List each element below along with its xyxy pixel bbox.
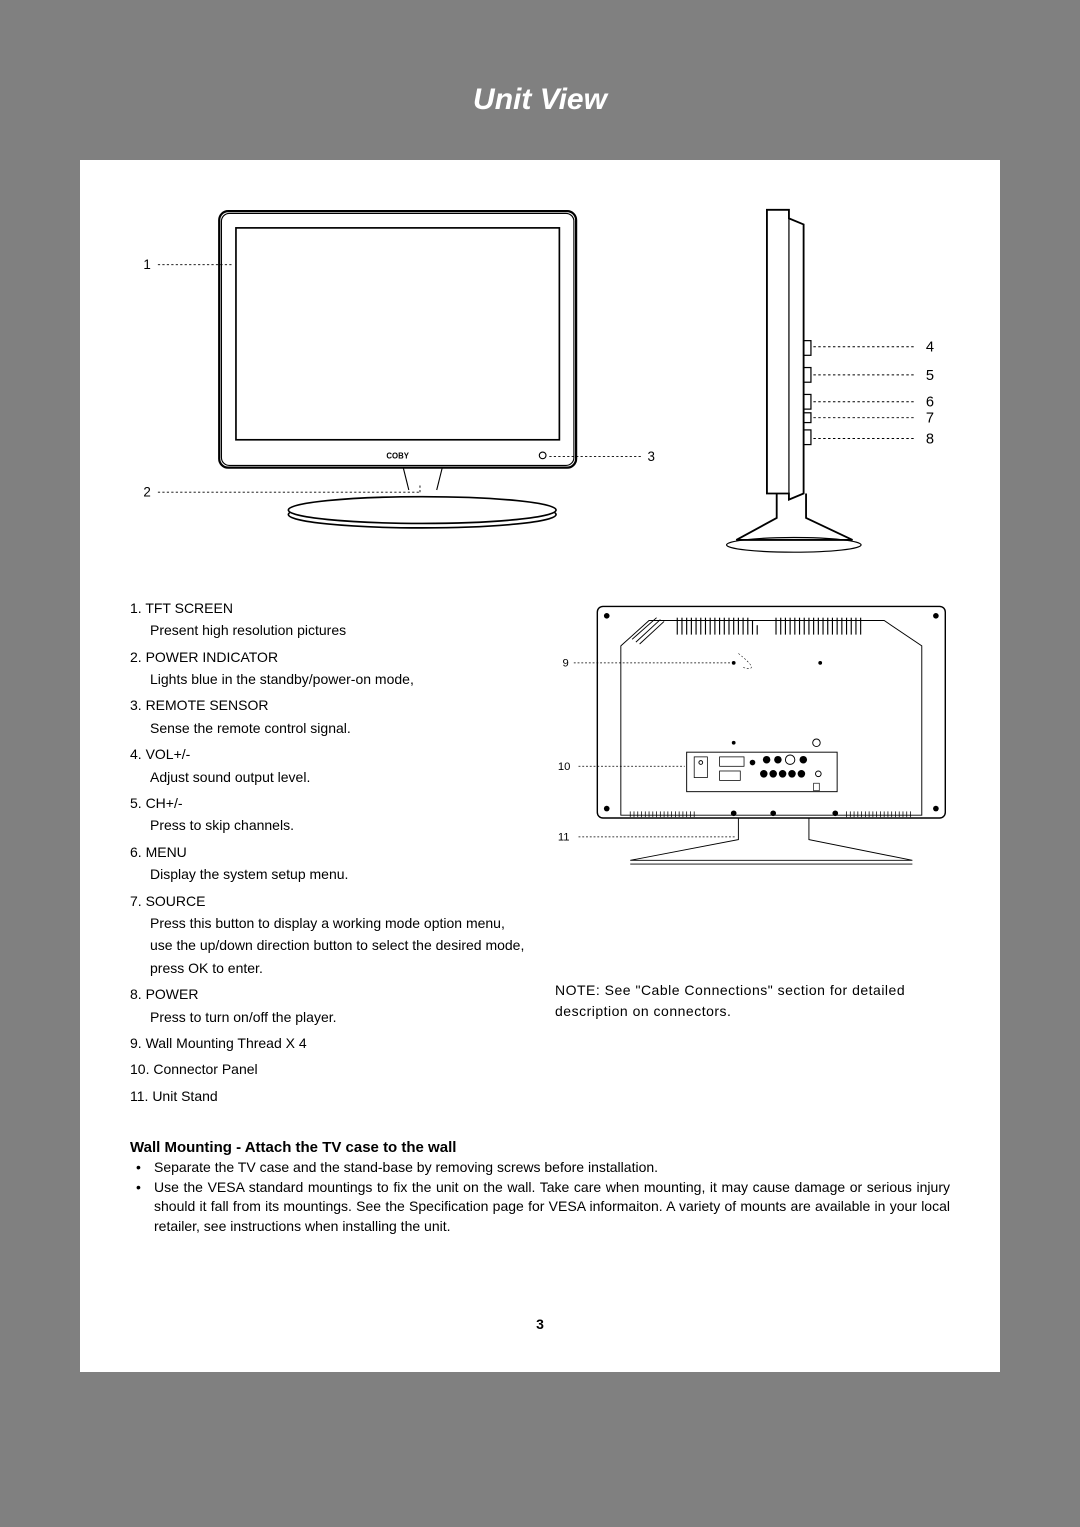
header-band: Unit View xyxy=(80,40,1000,160)
feature-item: 6. MENUDisplay the system setup menu. xyxy=(130,841,525,886)
wall-mounting-list: Separate the TV case and the stand-base … xyxy=(130,1158,950,1236)
feature-desc: Adjust sound output level. xyxy=(130,766,525,788)
callout-2: 2 xyxy=(143,485,150,500)
callout-6: 6 xyxy=(926,395,934,411)
feature-desc: Press this button to display a working m… xyxy=(130,912,525,979)
feature-item: 11. Unit Stand xyxy=(130,1085,525,1107)
feature-item: 3. REMOTE SENSORSense the remote control… xyxy=(130,694,525,739)
feature-title: 1. TFT SCREEN xyxy=(130,597,525,619)
feature-item: 7. SOURCEPress this button to display a … xyxy=(130,890,525,980)
wall-mounting-heading: Wall Mounting - Attach the TV case to th… xyxy=(130,1139,950,1156)
feature-item: 9. Wall Mounting Thread X 4 xyxy=(130,1032,525,1054)
callout-11: 11 xyxy=(558,831,570,843)
feature-item: 1. TFT SCREENPresent high resolution pic… xyxy=(130,597,525,642)
feature-desc: Lights blue in the standby/power-on mode… xyxy=(130,668,525,690)
tv-back-svg: 9 10 11 xyxy=(555,597,950,870)
top-diagrams: COBY 1 2 3 xyxy=(130,200,950,567)
front-view-diagram: COBY 1 2 3 xyxy=(130,200,688,567)
content-area: COBY 1 2 3 xyxy=(80,160,1000,1111)
feature-item: 5. CH+/-Press to skip channels. xyxy=(130,792,525,837)
callout-9: 9 xyxy=(563,657,569,669)
feature-title: 7. SOURCE xyxy=(130,890,525,912)
page-number: 3 xyxy=(80,1316,1000,1332)
feature-item: 2. POWER INDICATORLights blue in the sta… xyxy=(130,646,525,691)
feature-item: 4. VOL+/-Adjust sound output level. xyxy=(130,743,525,788)
note-text: NOTE: See "Cable Connections" section fo… xyxy=(555,980,950,1022)
feature-desc: Press to turn on/off the player. xyxy=(130,1006,525,1028)
feature-title: 8. POWER xyxy=(130,983,525,1005)
brand-label: COBY xyxy=(386,452,409,461)
feature-item: 10. Connector Panel xyxy=(130,1058,525,1080)
manual-page: Unit View COBY xyxy=(80,40,1000,1372)
callout-3: 3 xyxy=(647,449,654,464)
wall-bullet-1: Separate the TV case and the stand-base … xyxy=(130,1158,950,1178)
feature-desc: Press to skip channels. xyxy=(130,814,525,836)
wall-mounting-section: Wall Mounting - Attach the TV case to th… xyxy=(80,1139,1000,1236)
feature-title: 4. VOL+/- xyxy=(130,743,525,765)
feature-title: 10. Connector Panel xyxy=(130,1058,525,1080)
callout-8: 8 xyxy=(926,431,934,447)
feature-title: 5. CH+/- xyxy=(130,792,525,814)
feature-desc: Present high resolution pictures xyxy=(130,619,525,641)
page-title: Unit View xyxy=(473,83,607,117)
side-view-diagram: 4 5 6 7 8 xyxy=(718,200,950,567)
feature-title: 6. MENU xyxy=(130,841,525,863)
callout-1: 1 xyxy=(143,257,150,272)
callout-4: 4 xyxy=(926,340,934,356)
tv-front-svg: COBY 1 2 3 xyxy=(130,200,688,535)
feature-title: 2. POWER INDICATOR xyxy=(130,646,525,668)
feature-title: 3. REMOTE SENSOR xyxy=(130,694,525,716)
callout-5: 5 xyxy=(926,368,934,384)
right-column: 9 10 11 NOTE: See "Cable Connections" se… xyxy=(555,597,950,1022)
side-buttons xyxy=(803,341,810,445)
callout-10: 10 xyxy=(558,761,571,773)
two-column-section: 1. TFT SCREENPresent high resolution pic… xyxy=(130,597,950,1111)
feature-title: 9. Wall Mounting Thread X 4 xyxy=(130,1032,525,1054)
feature-desc: Sense the remote control signal. xyxy=(130,717,525,739)
feature-list: 1. TFT SCREENPresent high resolution pic… xyxy=(130,597,525,1111)
feature-item: 8. POWERPress to turn on/off the player. xyxy=(130,983,525,1028)
tv-side-svg: 4 5 6 7 8 xyxy=(718,200,950,567)
callout-7: 7 xyxy=(926,411,934,427)
feature-title: 11. Unit Stand xyxy=(130,1085,525,1107)
feature-desc: Display the system setup menu. xyxy=(130,863,525,885)
wall-bullet-2: Use the VESA standard mountings to fix t… xyxy=(130,1178,950,1237)
